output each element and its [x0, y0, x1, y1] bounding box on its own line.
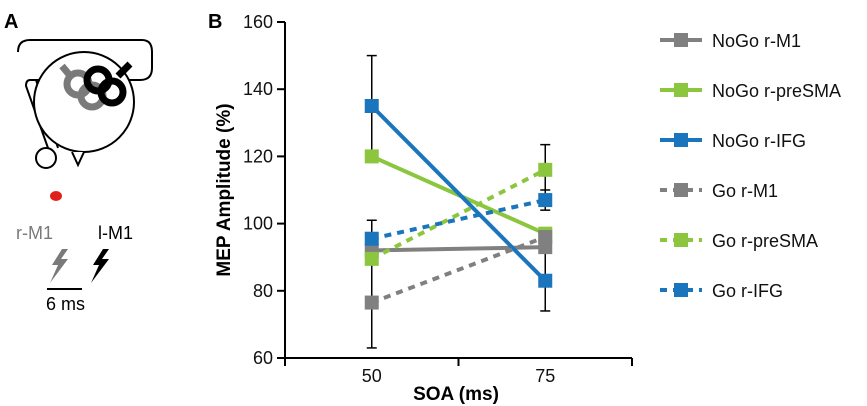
series-line [371, 198, 546, 241]
tms-arm-outline [17, 39, 153, 149]
legend-swatch-marker [674, 283, 688, 297]
y-ticks: 60 80 100 120 140 160 [243, 12, 285, 368]
legend-label: NoGo r-preSMA [712, 81, 841, 101]
data-point [538, 162, 553, 177]
legend-label: Go r-IFG [712, 281, 783, 301]
label-l-m1: l-M1 [98, 223, 133, 243]
y-tick-label: 120 [243, 146, 273, 166]
coil-handle [35, 147, 57, 169]
legend-swatch-marker [674, 133, 688, 147]
data-point [364, 231, 379, 246]
legend-swatch-marker [674, 83, 688, 97]
data-point [538, 193, 553, 208]
x-tick-label: 50 [362, 366, 382, 386]
nose-icon [71, 151, 85, 168]
legend-label: NoGo r-M1 [712, 31, 801, 51]
panel-b-letter: B [208, 11, 222, 33]
coil-l-m1-icon [83, 61, 133, 107]
x-axis-title: SOA (ms) [413, 384, 499, 405]
legend-swatch-marker [674, 183, 688, 197]
target-dot-icon [50, 191, 62, 201]
y-tick-label: 100 [243, 214, 273, 234]
data-point [364, 99, 379, 113]
x-ticks: 50 75 [284, 358, 633, 386]
panel-a: A r-M1 l-M1 6 ms [4, 11, 153, 314]
y-tick-label: 60 [253, 348, 273, 368]
series-line [370, 104, 547, 283]
legend-swatch-marker [674, 33, 688, 47]
series-line [371, 235, 546, 305]
data-point [538, 230, 553, 245]
legend: NoGo r-M1 NoGo r-preSMA NoGo r-IFG Go r-M1 G… [660, 31, 841, 301]
plot-area [364, 54, 553, 349]
x-axis: 50 75 [284, 357, 633, 386]
panel-a-letter: A [4, 11, 18, 33]
panel-b: B 60 80 100 120 140 160 50 75 MEP Amplitude (%… [208, 11, 841, 405]
y-tick-label: 80 [253, 281, 273, 301]
legend-label: Go r-M1 [712, 181, 778, 201]
y-tick-label: 140 [243, 79, 273, 99]
lightning-black-icon [91, 249, 109, 283]
data-point [364, 295, 379, 310]
label-r-m1: r-M1 [16, 223, 53, 243]
data-point [538, 273, 553, 288]
series-line [370, 168, 547, 261]
y-tick-label: 160 [243, 12, 273, 32]
lightning-gray-icon [50, 249, 68, 283]
legend-label: Go r-preSMA [712, 231, 818, 251]
series-line [371, 245, 546, 253]
x-tick-label: 75 [535, 366, 555, 386]
label-interval: 6 ms [46, 294, 85, 314]
y-axis-title: MEP Amplitude (%) [214, 103, 235, 276]
legend-label: NoGo r-IFG [712, 131, 806, 151]
legend-swatch-marker [674, 233, 688, 247]
y-axis: 60 80 100 120 140 160 [243, 12, 286, 368]
data-point [364, 149, 379, 164]
data-point [364, 251, 379, 266]
